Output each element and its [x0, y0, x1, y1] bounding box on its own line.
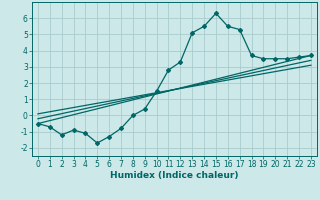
X-axis label: Humidex (Indice chaleur): Humidex (Indice chaleur) — [110, 171, 239, 180]
